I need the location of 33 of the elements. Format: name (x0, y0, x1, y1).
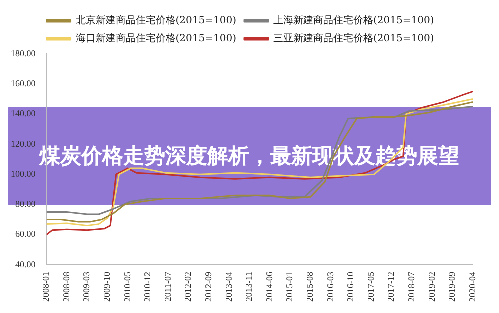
legend-label: 海口新建商品住宅价格(2015=100) (76, 32, 237, 45)
legend-label: 上海新建商品住宅价格(2015=100) (274, 14, 434, 27)
x-tick-label: 2010-12 (142, 272, 153, 302)
y-tick-label: 140.00 (11, 108, 36, 119)
y-tick-label: 160.00 (11, 78, 36, 89)
x-tick-label: 2008-08 (61, 272, 72, 302)
x-tick-label: 2019-09 (447, 272, 458, 302)
y-tick-label: 100.00 (11, 168, 36, 179)
x-tick-label: 2017-05 (366, 272, 376, 302)
y-tick-label: 60.00 (16, 229, 36, 240)
x-tick-label: 2018-07 (406, 272, 416, 302)
x-tick-label: 2008-01 (41, 272, 52, 302)
x-tick-label: 2012-02 (183, 272, 194, 302)
x-tick-label: 2014-06 (264, 272, 274, 302)
x-tick-label: 2012-09 (203, 272, 214, 302)
x-tick-label: 2019-02 (426, 272, 437, 302)
x-tick-label: 2013-04 (224, 272, 234, 302)
x-tick-label: 2016-03 (325, 272, 336, 302)
x-tick-label: 2015-01 (284, 272, 295, 302)
y-tick-label: 40.00 (16, 259, 36, 270)
x-tick-label: 2017-12 (386, 272, 396, 302)
y-tick-label: 180.00 (11, 48, 36, 58)
x-tick-label: 2015-08 (304, 272, 315, 302)
x-tick-label: 2010-05 (122, 272, 132, 302)
x-tick-label: 2013-11 (244, 272, 254, 302)
x-tick-label: 2009-03 (82, 272, 92, 302)
x-tick-label: 2020-04 (467, 272, 478, 302)
y-tick-label: 120.00 (11, 138, 36, 149)
x-tick-label: 2011-07 (162, 272, 173, 302)
x-tick-label: 2016-10 (346, 272, 356, 302)
legend-label: 三亚新建商品住宅价格(2015=100) (274, 32, 434, 45)
legend-label: 北京新建商品住宅价格(2015=100) (76, 14, 237, 27)
x-tick-label: 2009-10 (102, 272, 112, 302)
